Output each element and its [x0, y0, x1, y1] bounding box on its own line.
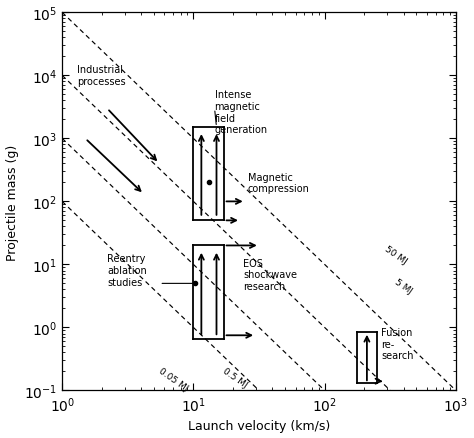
Text: Intense
magnetic
field
generation: Intense magnetic field generation	[215, 90, 268, 135]
Y-axis label: Projectile mass (g): Projectile mass (g)	[6, 144, 18, 260]
Text: 50 MJ: 50 MJ	[383, 244, 408, 265]
Text: 5 MJ: 5 MJ	[393, 277, 414, 296]
Text: Magnetic
compression: Magnetic compression	[248, 172, 310, 194]
Text: 0.05 MJ: 0.05 MJ	[157, 365, 189, 392]
Text: EOS
shockwave
research: EOS shockwave research	[243, 258, 297, 291]
Text: Reentry
ablation
studies: Reentry ablation studies	[107, 254, 147, 287]
Text: Fusion
re-
search: Fusion re- search	[381, 328, 414, 360]
Text: 0.5 MJ: 0.5 MJ	[221, 365, 249, 389]
X-axis label: Launch velocity (km/s): Launch velocity (km/s)	[188, 420, 330, 432]
Text: Industrial
processes: Industrial processes	[77, 65, 126, 87]
